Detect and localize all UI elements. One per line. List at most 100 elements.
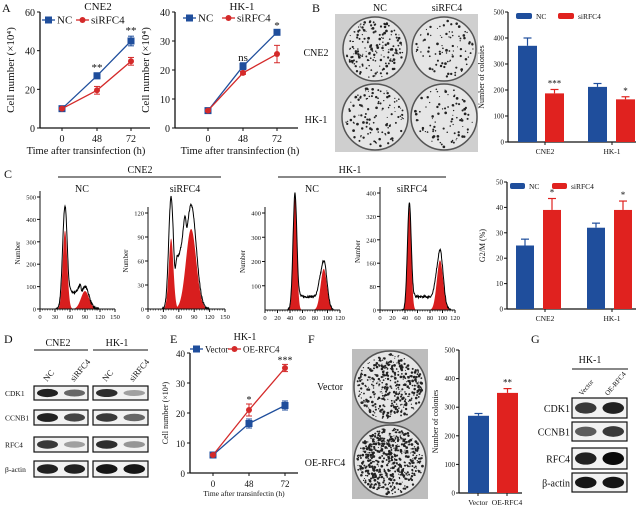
y-tick-label: 80 — [370, 284, 377, 291]
colony — [374, 406, 377, 408]
panel-letter: G — [531, 332, 540, 346]
colony — [381, 107, 384, 110]
colony — [413, 408, 415, 410]
colony — [429, 124, 432, 127]
colony — [420, 387, 423, 389]
colony — [417, 401, 421, 404]
colony — [390, 113, 393, 116]
colony — [360, 473, 363, 477]
x-tick-label: 120 — [95, 314, 105, 321]
y-axis-label: Number of colonies — [431, 390, 440, 454]
colony — [381, 437, 384, 440]
data-point-diamond — [59, 105, 65, 112]
colony — [386, 439, 389, 442]
colony — [381, 473, 383, 476]
colony — [370, 24, 373, 27]
data-point-square — [93, 72, 101, 80]
colony — [359, 24, 361, 26]
colony — [371, 26, 375, 30]
y-tick-label: 40 — [160, 8, 170, 19]
colony — [414, 109, 417, 113]
x-axis-label: Time after transinfection (h) — [27, 146, 146, 157]
colony — [376, 45, 378, 47]
data-point-square — [186, 14, 193, 22]
colony — [375, 374, 379, 378]
colony — [400, 430, 403, 433]
colony — [345, 121, 347, 123]
colony — [392, 440, 394, 443]
colony — [397, 373, 400, 376]
colony — [357, 456, 360, 459]
y-tick-label: 200 — [494, 87, 505, 95]
colony — [396, 39, 400, 42]
colony — [365, 67, 368, 70]
colony — [403, 476, 405, 479]
significance-mark: * — [247, 395, 252, 406]
colony — [394, 465, 397, 468]
colony — [378, 438, 381, 441]
colony — [402, 118, 404, 120]
colony — [450, 23, 453, 26]
colony — [374, 408, 377, 411]
colony — [404, 471, 406, 474]
colony — [381, 33, 384, 36]
colony — [372, 31, 375, 34]
colony — [394, 470, 397, 473]
colony — [394, 376, 396, 379]
colony — [392, 390, 396, 394]
colony — [410, 478, 414, 482]
colony — [412, 407, 414, 409]
colony — [395, 403, 398, 405]
y-tick-label: 0 — [452, 490, 456, 498]
colony — [451, 103, 455, 107]
colony — [364, 384, 367, 387]
colony — [405, 401, 408, 405]
colony — [358, 139, 361, 142]
colony — [380, 449, 384, 452]
group-header-hk1: HK-1 — [339, 165, 362, 176]
colony — [361, 461, 364, 465]
colony — [363, 399, 365, 402]
panel-letter: D — [4, 332, 13, 346]
colony — [413, 371, 417, 374]
colony — [378, 37, 382, 41]
colony — [417, 46, 419, 48]
colony — [386, 42, 390, 45]
colony — [394, 448, 397, 452]
y-tick-label: 30 — [138, 283, 145, 290]
colony — [390, 58, 392, 60]
colony — [387, 363, 390, 367]
data-point-diamond — [128, 58, 134, 65]
colony — [362, 136, 365, 139]
colony — [381, 388, 383, 390]
colony — [404, 438, 407, 440]
colony — [370, 28, 372, 30]
colony — [401, 409, 403, 411]
colony — [414, 396, 418, 400]
colony — [398, 471, 401, 473]
y-tick-label: 400 — [494, 35, 505, 43]
colony — [395, 52, 398, 55]
colony — [392, 404, 395, 406]
colony — [436, 42, 439, 46]
colony — [359, 454, 362, 457]
colony — [377, 442, 381, 446]
x-tick-label: 0 — [378, 315, 381, 322]
colony — [389, 385, 392, 388]
colony — [412, 454, 415, 457]
colony — [372, 378, 376, 381]
x-tick-label: 100 — [438, 315, 448, 322]
colony — [404, 432, 407, 436]
y-axis-label: Number of colonies — [477, 45, 486, 109]
histogram-title: siRFC4 — [397, 184, 428, 195]
histogram-title: NC — [305, 184, 319, 195]
colony — [442, 47, 444, 50]
colony — [417, 369, 419, 372]
colony — [383, 469, 386, 473]
colony — [381, 454, 384, 457]
chart-title: HK-1 — [229, 1, 254, 13]
colony — [388, 444, 391, 448]
y-tick-label: 90 — [138, 235, 145, 242]
colony — [424, 130, 427, 133]
